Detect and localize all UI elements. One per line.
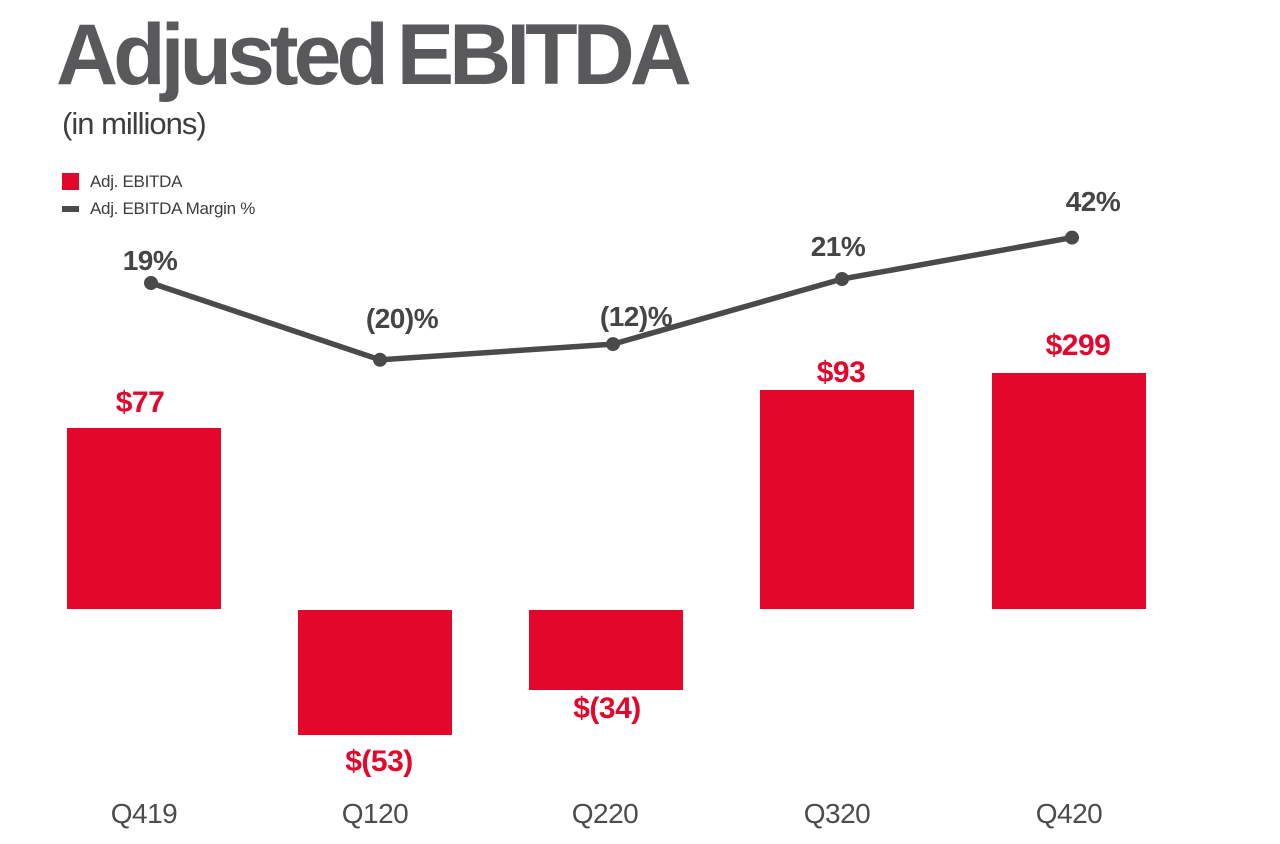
legend-label-ebitda: Adj. EBITDA — [90, 171, 183, 191]
x-axis-label-q420: Q420 — [1035, 798, 1103, 829]
ebitda-bar-q120 — [298, 610, 452, 735]
ebitda-bar-q419 — [67, 428, 221, 609]
ebitda-bar-q220 — [529, 610, 683, 690]
ebitda-bar-q420 — [992, 373, 1146, 609]
margin-point-q120 — [373, 352, 387, 367]
margin-value-label: (12)% — [599, 301, 673, 332]
bar-value-label: $93 — [816, 356, 866, 389]
x-axis-label-q320: Q320 — [803, 798, 871, 829]
margin-point-q320 — [835, 272, 849, 286]
bar-swatch-icon — [62, 173, 79, 190]
margin-line — [148, 234, 1075, 363]
margin-value-label: (20)% — [365, 303, 439, 334]
bar-value-label: $(34) — [573, 692, 641, 725]
margin-value-label: 42% — [1065, 186, 1121, 217]
bar-value-label: $77 — [115, 386, 165, 419]
chart-legend: Adj. EBITDA Adj. EBITDA Margin % — [62, 168, 255, 222]
legend-label-margin: Adj. EBITDA Margin % — [90, 198, 256, 218]
ebitda-bar-q320 — [760, 390, 914, 609]
margin-value-label: 19% — [122, 245, 178, 276]
legend-item-margin: Adj. EBITDA Margin % — [62, 195, 255, 222]
bar-value-label: $(53) — [345, 745, 413, 778]
chart-title: Adjusted EBITDA — [56, 7, 692, 103]
legend-item-ebitda: Adj. EBITDA — [62, 168, 255, 195]
line-swatch-icon — [62, 205, 79, 212]
bar-value-label: $299 — [1045, 329, 1111, 362]
x-axis-label-q419: Q419 — [110, 798, 178, 829]
x-axis-label-q220: Q220 — [571, 798, 639, 829]
margin-point-q220 — [606, 337, 620, 352]
margin-point-q419 — [144, 276, 158, 290]
chart-subtitle: (in millions) — [62, 106, 207, 141]
margin-value-label: 21% — [810, 231, 866, 262]
margin-point-q420 — [1065, 230, 1079, 245]
x-axis-label-q120: Q120 — [341, 798, 409, 829]
